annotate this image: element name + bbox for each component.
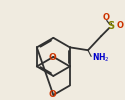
Text: O: O (48, 53, 56, 62)
Text: O: O (103, 13, 110, 22)
Text: O: O (116, 22, 123, 30)
Text: S: S (107, 22, 114, 32)
Text: O: O (48, 90, 56, 99)
Text: NH$_2$: NH$_2$ (92, 51, 110, 64)
